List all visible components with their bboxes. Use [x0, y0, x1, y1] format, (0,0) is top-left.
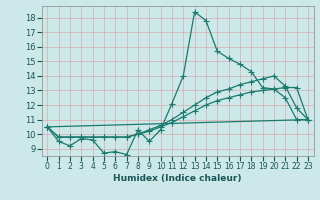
X-axis label: Humidex (Indice chaleur): Humidex (Indice chaleur): [113, 174, 242, 183]
